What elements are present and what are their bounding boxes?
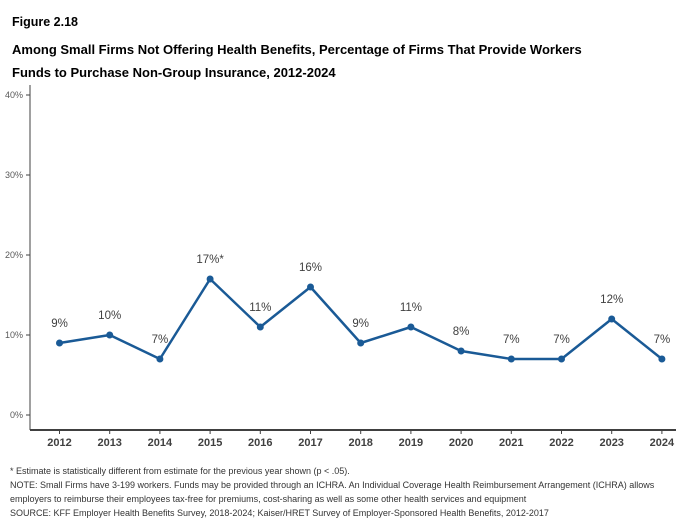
x-axis-label-2023: 2023 xyxy=(599,437,623,449)
data-point-label-2013: 10% xyxy=(98,310,121,322)
data-point-label-2016: 11% xyxy=(249,302,271,314)
x-axis-label-2012: 2012 xyxy=(47,437,71,449)
figure-number: Figure 2.18 xyxy=(12,15,78,29)
data-point-2014 xyxy=(156,355,164,363)
data-point-label-2014: 7% xyxy=(152,334,169,346)
x-axis-label-2019: 2019 xyxy=(399,437,423,449)
data-point-2018 xyxy=(357,339,365,347)
data-point-2015 xyxy=(206,275,214,283)
x-axis-label-2024: 2024 xyxy=(650,437,675,449)
figure-title-line2: Funds to Purchase Non-Group Insurance, 2… xyxy=(12,65,336,80)
data-point-label-2017: 16% xyxy=(299,262,322,274)
footnotes: * Estimate is statistically different fr… xyxy=(10,464,694,520)
y-tick-label: 0% xyxy=(10,410,23,420)
data-point-2016 xyxy=(256,323,264,331)
data-point-label-2019: 11% xyxy=(400,302,422,314)
data-point-label-2012: 9% xyxy=(51,318,68,330)
x-axis-label-2014: 2014 xyxy=(148,437,173,449)
data-point-2023 xyxy=(608,315,616,323)
title-block: Figure 2.18 Among Small Firms Not Offeri… xyxy=(12,15,582,84)
x-axis-label-2021: 2021 xyxy=(499,437,523,449)
y-tick-label: 10% xyxy=(5,330,23,340)
y-tick-label: 30% xyxy=(5,170,23,180)
data-point-label-2022: 7% xyxy=(553,334,570,346)
data-point-label-2018: 9% xyxy=(352,318,369,330)
data-point-label-2021: 7% xyxy=(503,334,520,346)
figure-title: Among Small Firms Not Offering Health Be… xyxy=(12,38,582,84)
data-point-2012 xyxy=(56,339,63,347)
data-point-2021 xyxy=(507,355,515,363)
data-point-2024 xyxy=(658,355,666,363)
data-point-label-2020: 8% xyxy=(453,326,470,338)
data-point-2013 xyxy=(106,331,114,339)
data-point-label-2015: 17%* xyxy=(196,254,224,266)
data-point-2022 xyxy=(558,355,565,363)
x-axis-label-2020: 2020 xyxy=(449,437,473,449)
y-tick-label: 20% xyxy=(5,250,23,260)
x-axis-label-2018: 2018 xyxy=(348,437,372,449)
x-axis-label-2016: 2016 xyxy=(248,437,272,449)
x-axis-label-2015: 2015 xyxy=(198,437,222,449)
data-point-2017 xyxy=(307,283,314,291)
footnote-source: SOURCE: KFF Employer Health Benefits Sur… xyxy=(10,508,549,518)
data-point-2020 xyxy=(457,347,465,355)
x-axis-label-2017: 2017 xyxy=(298,437,322,449)
x-axis-label-2022: 2022 xyxy=(549,437,573,449)
data-point-label-2023: 12% xyxy=(600,294,623,306)
figure-title-line1: Among Small Firms Not Offering Health Be… xyxy=(12,42,582,57)
footnote-asterisk: * Estimate is statistically different fr… xyxy=(10,466,350,476)
x-axis-label-2013: 2013 xyxy=(97,437,121,449)
data-point-label-2024: 7% xyxy=(654,334,671,346)
footnote-note-line2: employers to reimburse their employees t… xyxy=(10,494,527,504)
footnote-note-line1: NOTE: Small Firms have 3-199 workers. Fu… xyxy=(10,480,655,490)
y-tick-label: 40% xyxy=(5,90,23,100)
data-point-2019 xyxy=(407,323,415,331)
